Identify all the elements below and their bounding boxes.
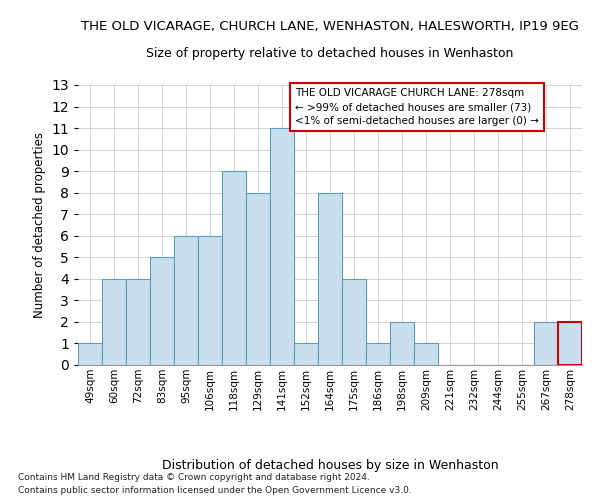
Text: THE OLD VICARAGE CHURCH LANE: 278sqm
← >99% of detached houses are smaller (73)
: THE OLD VICARAGE CHURCH LANE: 278sqm ← >… xyxy=(295,88,539,126)
Text: THE OLD VICARAGE, CHURCH LANE, WENHASTON, HALESWORTH, IP19 9EG: THE OLD VICARAGE, CHURCH LANE, WENHASTON… xyxy=(81,20,579,33)
Bar xyxy=(222,171,246,365)
Bar xyxy=(342,279,366,365)
Bar xyxy=(318,192,342,365)
Bar xyxy=(246,192,270,365)
Bar xyxy=(390,322,414,365)
Text: Contains public sector information licensed under the Open Government Licence v3: Contains public sector information licen… xyxy=(18,486,412,495)
Bar xyxy=(294,344,318,365)
Text: Contains HM Land Registry data © Crown copyright and database right 2024.: Contains HM Land Registry data © Crown c… xyxy=(18,472,370,482)
Bar xyxy=(558,322,582,365)
Bar xyxy=(366,344,390,365)
Bar xyxy=(78,344,102,365)
X-axis label: Distribution of detached houses by size in Wenhaston: Distribution of detached houses by size … xyxy=(161,458,499,471)
Text: Size of property relative to detached houses in Wenhaston: Size of property relative to detached ho… xyxy=(146,48,514,60)
Y-axis label: Number of detached properties: Number of detached properties xyxy=(32,132,46,318)
Bar xyxy=(150,258,174,365)
Bar xyxy=(270,128,294,365)
Bar xyxy=(414,344,438,365)
Bar xyxy=(102,279,126,365)
Bar xyxy=(534,322,558,365)
Bar xyxy=(174,236,198,365)
Bar xyxy=(198,236,222,365)
Bar xyxy=(126,279,150,365)
